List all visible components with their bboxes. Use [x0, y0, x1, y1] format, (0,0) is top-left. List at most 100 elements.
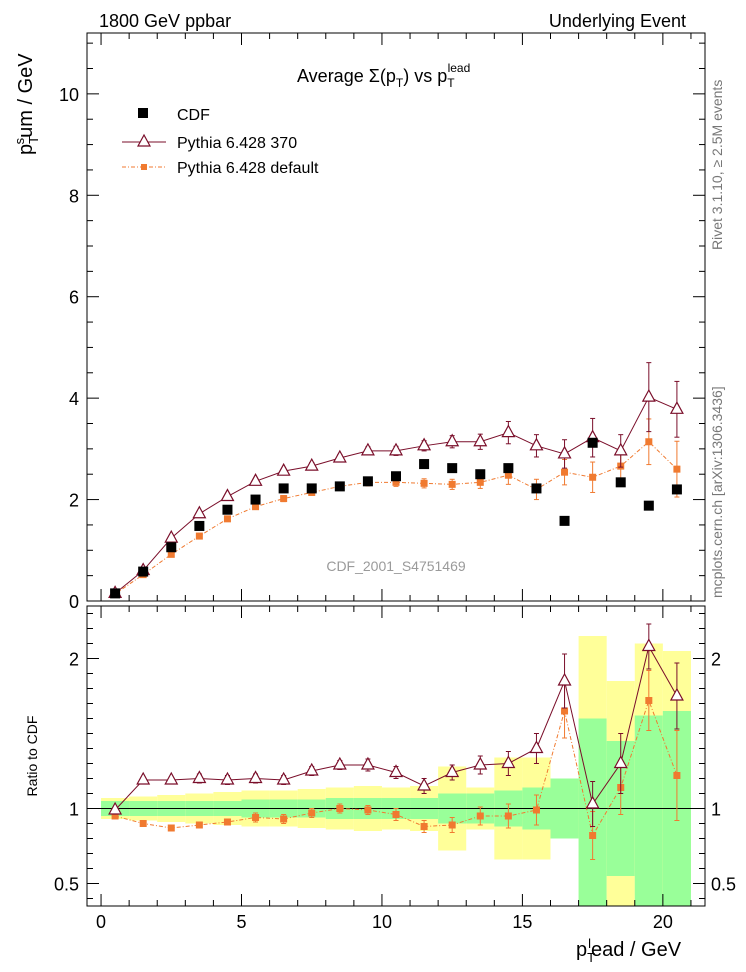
ratio-point-pythia370 [529, 740, 544, 754]
ratio-point-pythia370 [164, 771, 179, 785]
point-pythia-default [476, 478, 484, 486]
point-pythia-default [448, 480, 456, 488]
y-tick-label: 8 [69, 186, 79, 206]
point-pythia-default [561, 468, 569, 476]
y-tick-label: 10 [59, 85, 79, 105]
ratio-point-pythia370 [108, 801, 123, 815]
point-pythia370 [613, 442, 628, 456]
ratio-point-pythia-default [252, 814, 260, 821]
point-pythia370 [192, 505, 207, 519]
point-pythia370 [445, 433, 460, 447]
ratio-point-pythia370 [192, 770, 207, 784]
legend-label-pythia-default: Pythia 6.428 default [177, 160, 319, 177]
svg-text:pTsum / GeV: pTsum / GeV [12, 53, 41, 155]
legend: CDF Pythia 6.428 370 Pythia 6.428 defaul… [122, 107, 319, 177]
x-axis-label: pTlead / GeV [576, 936, 682, 965]
point-cdf [559, 515, 570, 526]
x-tick-label: 0 [96, 912, 106, 932]
point-pythia370 [388, 442, 404, 456]
point-cdf [615, 477, 626, 488]
point-pythia370 [501, 424, 516, 438]
svg-text:Average Σ(pT) vs pTlead: Average Σ(pT) vs pTlead [297, 61, 470, 90]
point-cdf [419, 459, 430, 470]
main-plot-series [108, 362, 684, 599]
ratio-point-pythia370 [557, 672, 572, 686]
ratio-point-pythia-default [504, 812, 512, 820]
analysis-watermark: CDF_2001_S4751469 [326, 558, 466, 574]
y-tick-label: 2 [69, 491, 79, 511]
point-pythia370 [557, 445, 572, 459]
point-cdf [222, 504, 233, 515]
ratio-point-pythia370 [276, 771, 291, 785]
ratio-y-axis-label: Ratio to CDF [24, 716, 40, 797]
point-pythia370 [164, 529, 179, 543]
point-cdf [503, 463, 514, 474]
point-pythia370 [473, 433, 488, 447]
point-pythia370 [332, 449, 347, 463]
ratio-point-pythia370 [613, 755, 628, 769]
ratio-point-pythia-default [673, 772, 681, 779]
legend-marker-pythia-default [141, 164, 147, 170]
point-pythia-default [589, 473, 597, 481]
point-pythia370 [641, 388, 656, 402]
point-pythia-default [673, 465, 681, 473]
ratio-point-pythia-default [111, 812, 119, 820]
ratio-point-pythia370 [360, 756, 375, 770]
point-pythia-default [645, 438, 653, 446]
ratio-y-tick-label-right: 1 [711, 800, 721, 820]
header-right: Underlying Event [549, 11, 686, 31]
ratio-plot-ticks: 0.5 0.51 12 20 5 10 15 20 [54, 606, 736, 932]
main-plot-frame [86, 32, 706, 602]
point-cdf [362, 476, 373, 487]
point-cdf [475, 469, 486, 480]
point-pythia-default [252, 503, 260, 511]
ratio-point-pythia370 [220, 771, 235, 785]
point-cdf [138, 566, 149, 577]
header-left: 1800 GeV ppbar [99, 11, 231, 31]
y-tick-label: 6 [69, 288, 79, 308]
ratio-point-pythia370 [501, 755, 516, 769]
ratio-y-tick-label-right: 0.5 [711, 875, 736, 895]
y-tick-label: 4 [69, 389, 79, 409]
ratio-point-pythia-default [392, 811, 400, 818]
point-pythia-default [195, 532, 203, 540]
ratio-y-tick-label: 0.5 [54, 875, 79, 895]
point-pythia-default [223, 515, 231, 523]
point-cdf [531, 483, 542, 494]
ratio-point-pythia370 [669, 687, 684, 701]
point-pythia-default [167, 550, 175, 558]
point-pythia370 [417, 437, 432, 451]
legend-marker-pythia370 [136, 133, 152, 147]
ratio-point-pythia-default [448, 821, 456, 829]
mcplots-side-label: mcplots.cern.ch [arXiv:1306.3436] [709, 386, 725, 598]
ratio-point-pythia-default [561, 707, 569, 715]
point-pythia370 [220, 488, 235, 502]
point-pythia370 [248, 473, 263, 486]
x-tick-label: 15 [512, 912, 532, 932]
ratio-y-tick-label: 2 [69, 650, 79, 670]
ratio-plot-frame [86, 605, 706, 907]
ratio-point-pythia-default [420, 823, 428, 830]
ratio-point-pythia-default [223, 818, 231, 826]
ratio-point-pythia370 [417, 777, 432, 791]
ratio-point-pythia-default [139, 820, 147, 827]
ratio-point-pythia-default [589, 832, 597, 839]
point-cdf [671, 484, 682, 495]
ratio-point-pythia370 [388, 764, 404, 778]
ratio-point-pythia370 [585, 795, 600, 809]
ratio-point-pythia-default [532, 806, 540, 814]
ratio-point-pythia-default [280, 815, 288, 823]
main-plot-y-ticks: 0 2 4 6 8 10 [59, 33, 705, 612]
stat-band [634, 715, 663, 906]
y-tick-label: 0 [69, 592, 79, 612]
ratio-point-pythia370 [641, 638, 656, 652]
main-y-axis-label: pTsum / GeV [12, 53, 41, 155]
point-pythia370 [276, 462, 291, 476]
ratio-point-pythia-default [167, 824, 175, 832]
point-pythia370 [669, 401, 684, 414]
chart-title: Average Σ(pT) vs pTlead [297, 61, 470, 90]
rivet-side-label: Rivet 3.1.10, ≥ 2.5M events [709, 80, 725, 250]
point-pythia-default [392, 478, 400, 486]
ratio-point-pythia-default [308, 809, 316, 817]
